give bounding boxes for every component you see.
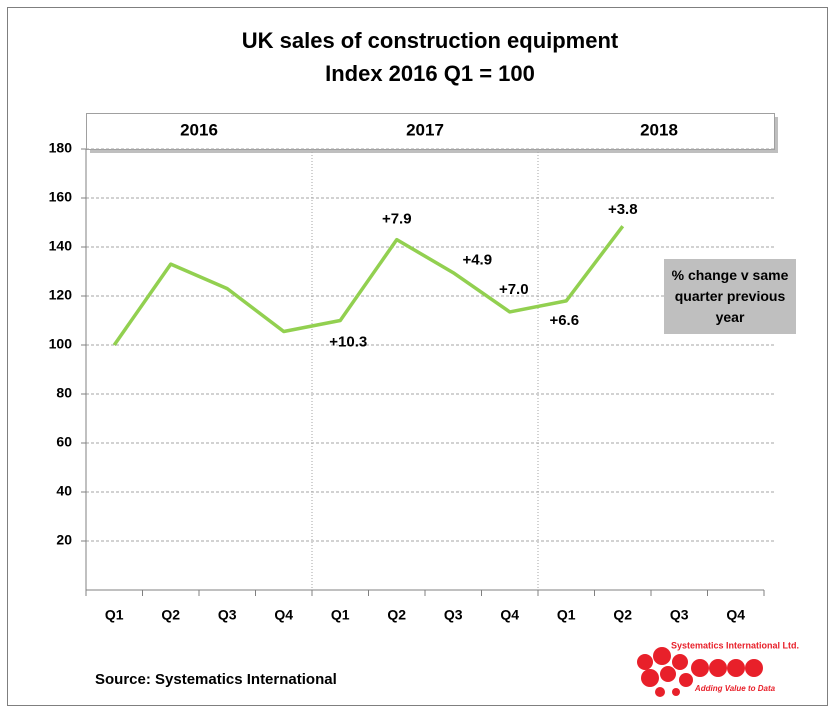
frame (7, 7, 828, 706)
x-tick-label: Q3 (444, 607, 463, 623)
y-tick-label: 60 (56, 434, 72, 450)
change-label: +10.3 (329, 333, 367, 350)
x-tick-label: Q4 (726, 607, 745, 623)
x-tick-label: Q3 (218, 607, 237, 623)
y-tick-label: 20 (56, 532, 72, 548)
source: Source: Systematics International (95, 671, 337, 688)
logo (637, 647, 763, 697)
change-label: +7.9 (382, 211, 412, 228)
change-label: +4.9 (462, 252, 492, 269)
annotation: % change v same quarter previous year (664, 259, 796, 334)
y-tick-label: 120 (49, 287, 73, 303)
logo-name: Systematics International Ltd. (671, 640, 799, 650)
x-tick-label: Q2 (387, 607, 406, 623)
x-tick-label: Q3 (670, 607, 689, 623)
x-tick-label: Q2 (613, 607, 632, 623)
y-tick-label: 40 (56, 483, 72, 499)
year-header (86, 113, 775, 150)
data-line (112, 225, 625, 347)
y-tick-label: 100 (49, 336, 73, 352)
year-label: 2017 (406, 120, 444, 139)
x-tick-label: Q4 (500, 607, 519, 623)
x-tick-label: Q1 (105, 607, 124, 623)
year-label: 2018 (640, 120, 678, 139)
logo-tagline: Adding Value to Data (694, 684, 776, 693)
year-label: 2016 (180, 120, 218, 139)
change-label: +6.6 (549, 312, 579, 329)
y-tick-label: 180 (49, 140, 73, 156)
chart-subtitle: Index 2016 Q1 = 100 (325, 61, 535, 86)
change-label: +3.8 (608, 201, 638, 218)
change-label: +7.0 (499, 281, 529, 298)
y-tick-label: 140 (49, 238, 73, 254)
x-tick-label: Q1 (331, 607, 350, 623)
x-tick-label: Q4 (274, 607, 293, 623)
y-tick-label: 160 (49, 189, 73, 205)
chart-title: UK sales of construction equipment (242, 28, 619, 53)
x-tick-label: Q1 (557, 607, 576, 623)
y-tick-label: 80 (56, 385, 72, 401)
x-tick-label: Q2 (161, 607, 180, 623)
